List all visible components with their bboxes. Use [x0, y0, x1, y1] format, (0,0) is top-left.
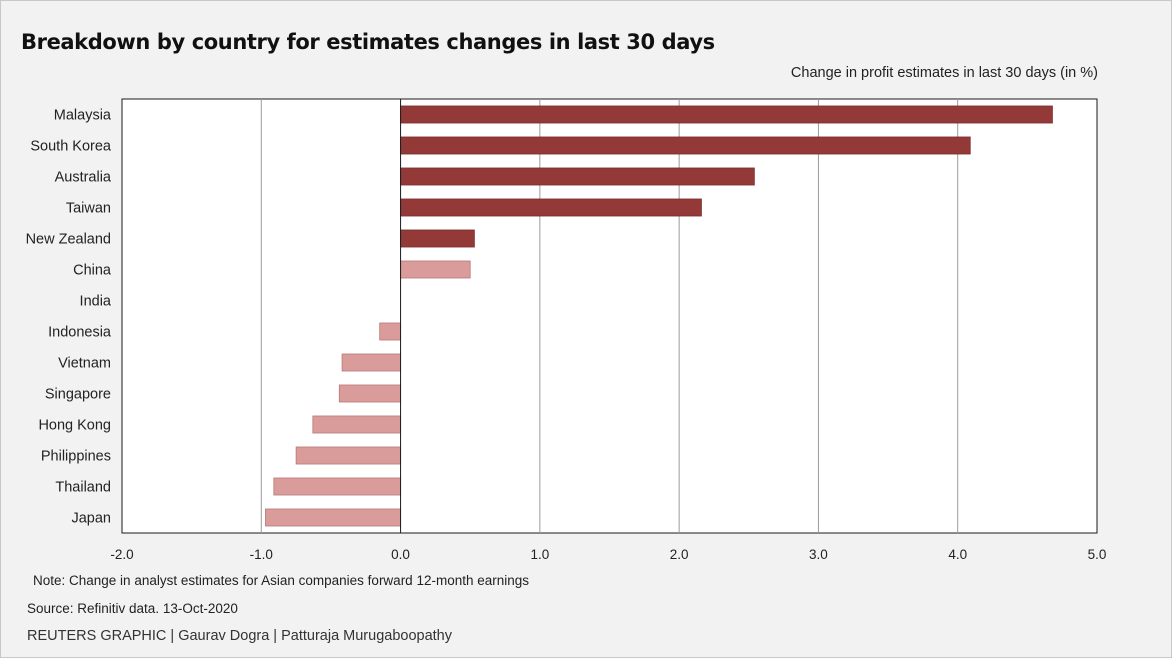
category-label: Singapore	[45, 387, 111, 403]
bar	[341, 353, 401, 372]
category-label: South Korea	[30, 139, 112, 155]
category-label: Indonesia	[48, 325, 112, 341]
category-label: Taiwan	[66, 201, 111, 217]
category-label: Japan	[71, 511, 111, 527]
bar	[400, 198, 702, 217]
bar	[338, 384, 401, 403]
bar-chart: Malaysia South Korea Australia Taiwan New Ze…	[26, 98, 1106, 562]
x-tick-label: -1.0	[250, 547, 273, 562]
bars	[265, 105, 1053, 527]
category-label: India	[80, 294, 112, 310]
chart-note: Note: Change in analyst estimates for As…	[33, 573, 530, 588]
bar	[400, 136, 971, 155]
bar	[400, 260, 471, 279]
chart-source: Source: Refinitiv data. 13-Oct-2020	[27, 601, 238, 616]
x-tick-label: 1.0	[530, 547, 549, 562]
category-label: New Zealand	[26, 232, 111, 248]
bar	[379, 322, 401, 341]
bar	[400, 105, 1053, 124]
bar	[400, 167, 755, 186]
chart-credit: REUTERS GRAPHIC | Gaurav Dogra | Pattura…	[27, 628, 452, 644]
bar	[400, 229, 475, 248]
category-label: Thailand	[55, 480, 111, 496]
chart-subtitle: Change in profit estimates in last 30 da…	[790, 65, 1098, 81]
category-label: Hong Kong	[38, 418, 111, 434]
category-label: Vietnam	[58, 356, 111, 372]
x-tick-label: 0.0	[391, 547, 410, 562]
x-tick-label: 3.0	[809, 547, 828, 562]
category-labels: Malaysia South Korea Australia Taiwan New Ze…	[26, 108, 112, 527]
x-tick-label: 5.0	[1088, 547, 1107, 562]
category-label: Malaysia	[54, 108, 112, 124]
plot-area	[121, 98, 1098, 534]
bar	[295, 446, 401, 465]
bar	[273, 477, 401, 496]
bar	[312, 415, 401, 434]
x-tick-label: 2.0	[670, 547, 689, 562]
chart-title: Breakdown by country for estimates chang…	[21, 30, 715, 54]
category-label: Philippines	[41, 449, 111, 465]
category-label: Australia	[55, 170, 112, 186]
x-tick-label: -2.0	[110, 547, 133, 562]
x-tick-labels: -2.0 -1.0 0.0 1.0 2.0 3.0 4.0 5.0	[110, 547, 1106, 562]
category-label: China	[73, 263, 112, 279]
x-tick-label: 4.0	[948, 547, 967, 562]
bar	[265, 508, 401, 527]
